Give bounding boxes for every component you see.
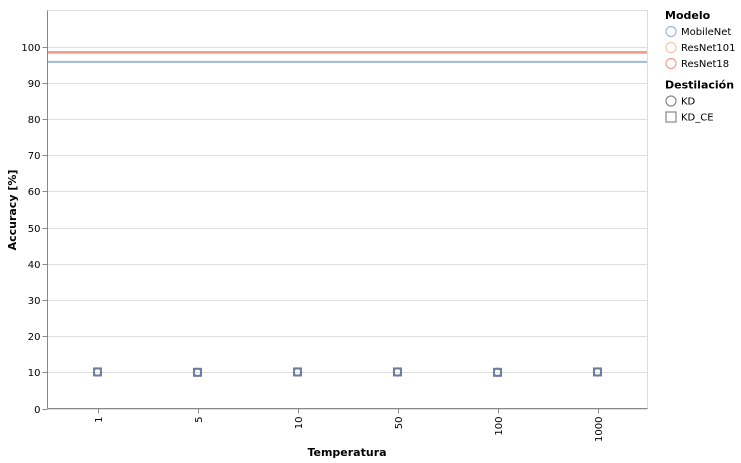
y-tick-label: 0	[34, 405, 40, 416]
y-tick-label: 60	[28, 187, 41, 198]
legend-symbol-circle	[665, 25, 677, 38]
x-tick-label: 50	[394, 417, 405, 430]
legend-label: KD	[681, 97, 696, 108]
x-tick-label: 1	[94, 417, 105, 423]
point-kd_ce	[593, 367, 602, 377]
point-kd_ce	[393, 367, 402, 377]
legend-symbol-circle	[665, 57, 677, 70]
y-tick-label: 80	[28, 115, 41, 126]
plot-frame	[47, 10, 648, 409]
y-tick-label: 90	[28, 79, 41, 90]
point-kd_ce	[493, 367, 502, 377]
legend-label: KD_CE	[681, 113, 714, 124]
x-tick-label: 100	[494, 417, 505, 436]
y-tick-label: 40	[28, 260, 41, 271]
y-tick-label: 20	[28, 332, 41, 343]
y-axis-ticks: 0 10 20 30 40 50 60 70 80 90 100	[21, 43, 48, 416]
legend-label: ResNet101	[681, 43, 736, 54]
point-kd_ce	[93, 367, 102, 377]
y-tick-label: 30	[28, 296, 41, 307]
y-axis-title: Accuracy [%]	[6, 170, 19, 251]
legend-title: Modelo	[665, 9, 711, 22]
y-tick-label: 70	[28, 151, 41, 162]
axes	[47, 10, 648, 409]
legend-label: ResNet18	[681, 59, 729, 70]
legend-title: Destilación	[665, 79, 734, 92]
y-tick-label: 50	[28, 224, 41, 235]
x-axis-ticks: 1 5 10 50 100 1000	[94, 408, 605, 442]
legend-label: MobileNet	[681, 27, 731, 38]
x-tick-label: 10	[294, 417, 305, 430]
data-points	[92, 367, 603, 378]
y-tick-label: 10	[28, 368, 41, 379]
x-tick-label: 5	[194, 417, 205, 423]
point-kd_ce	[193, 367, 202, 377]
reference-lines	[48, 51, 647, 63]
point-kd_ce	[293, 367, 302, 377]
gridlines	[47, 47, 648, 410]
legend-symbol-circle	[665, 41, 677, 54]
legend-symbol-circle	[665, 95, 677, 107]
x-tick-label: 1000	[594, 417, 605, 442]
x-axis-title: Temperatura	[307, 446, 386, 459]
y-tick-label: 100	[21, 43, 40, 54]
legend-symbol-square	[665, 111, 677, 123]
legend: Modelo MobileNet ResNet101 ResNet18 Destilac…	[665, 9, 736, 124]
